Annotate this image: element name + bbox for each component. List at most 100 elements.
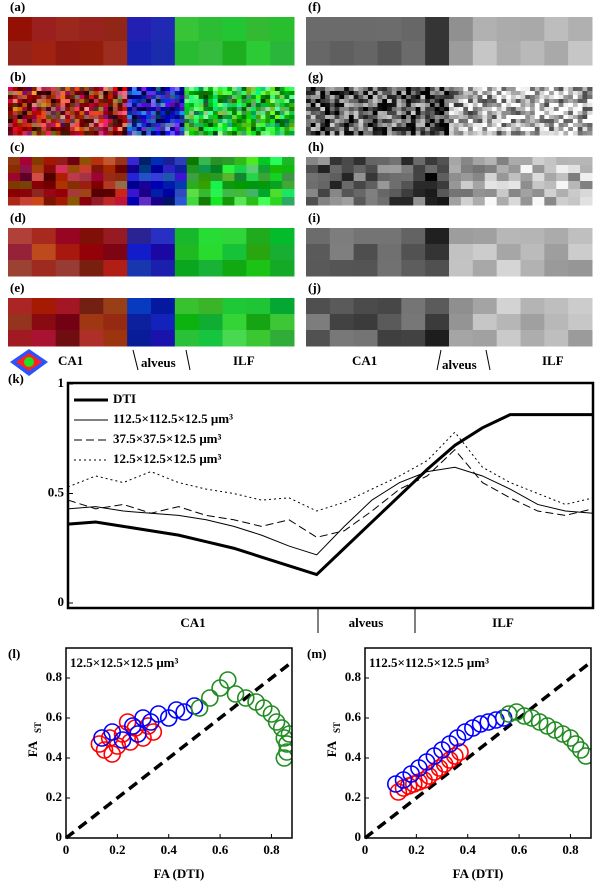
point [566,735,585,753]
pixel [217,107,223,112]
pixel [496,314,521,331]
pixel [556,189,569,198]
pixel [449,298,474,315]
pixel [434,127,440,132]
pixel [491,131,498,136]
pixel [274,119,281,124]
pixel [69,87,76,92]
pixel [46,99,52,104]
pixel [98,123,104,128]
pixel [525,107,531,112]
pixel [151,115,157,120]
pixel [463,111,469,116]
pixel [568,298,593,315]
pixel [553,111,560,116]
pixel [274,111,281,116]
pixel [520,173,533,182]
pixel [468,103,474,108]
pixel [103,244,128,261]
pixel [520,131,526,136]
image-strip [306,87,593,136]
pixel [439,91,445,96]
pixel [60,111,66,116]
pixel [534,95,541,100]
pixel [463,119,469,124]
pixel [103,41,128,66]
pixel [530,91,536,96]
pixel [79,99,85,104]
pixel [31,165,45,174]
x-tick-label: 0.2 [408,842,424,857]
pixel [487,127,493,132]
pixel [329,298,355,315]
pixel [544,119,550,124]
pixel [131,107,138,112]
pixel [396,99,402,104]
pixel [270,95,276,100]
pixel [496,244,521,261]
pixel [141,111,147,116]
pixel [203,119,209,124]
pixel [246,165,259,174]
pixel [306,119,312,124]
pixel [401,41,426,66]
pixel [396,107,402,112]
pixel [520,41,545,66]
pixel [160,103,166,108]
pixel [530,107,536,112]
pixel [136,119,142,124]
pixel [170,123,176,128]
pixel [463,99,469,104]
pixel [358,95,364,100]
pixel [482,131,488,136]
pixel [460,189,474,198]
pixel [127,165,140,174]
pixel [270,17,295,42]
pixel [391,131,398,136]
pixel [69,119,76,124]
pixel [98,111,104,116]
pixel [365,165,378,174]
pixel [396,103,402,108]
pixel [341,189,355,198]
pixel [453,107,460,112]
pixel [425,189,438,198]
pixel [563,127,569,132]
pixel [186,181,200,190]
pixel [482,119,488,124]
pixel [174,41,200,66]
pixel [251,131,257,136]
panel-label: (k) [8,371,24,386]
pixel [284,95,290,100]
pixel [193,103,200,108]
pixel [306,131,312,136]
pixel [382,131,388,136]
pixel [539,127,545,132]
pixel [472,123,479,128]
pixel [217,119,223,124]
pixel [46,111,52,116]
pixel [274,127,281,132]
pixel [544,103,550,108]
pixel [174,119,181,124]
pixel [212,123,219,128]
pixel [55,107,61,112]
pixel [434,115,440,120]
pixel [472,103,479,108]
pixel [232,123,238,128]
pixel [429,99,436,104]
pixel [22,115,28,120]
pixel [501,87,507,92]
pixel [246,244,271,261]
legend-label: 37.5×37.5×12.5 μm³ [113,431,222,446]
pixel [468,91,474,96]
pixel [410,131,417,136]
pixel [151,260,176,277]
pixel [208,131,214,136]
pixel [151,95,157,100]
pixel [329,119,336,124]
pixel [580,165,593,174]
pixel [74,103,80,108]
pixel [260,127,266,132]
